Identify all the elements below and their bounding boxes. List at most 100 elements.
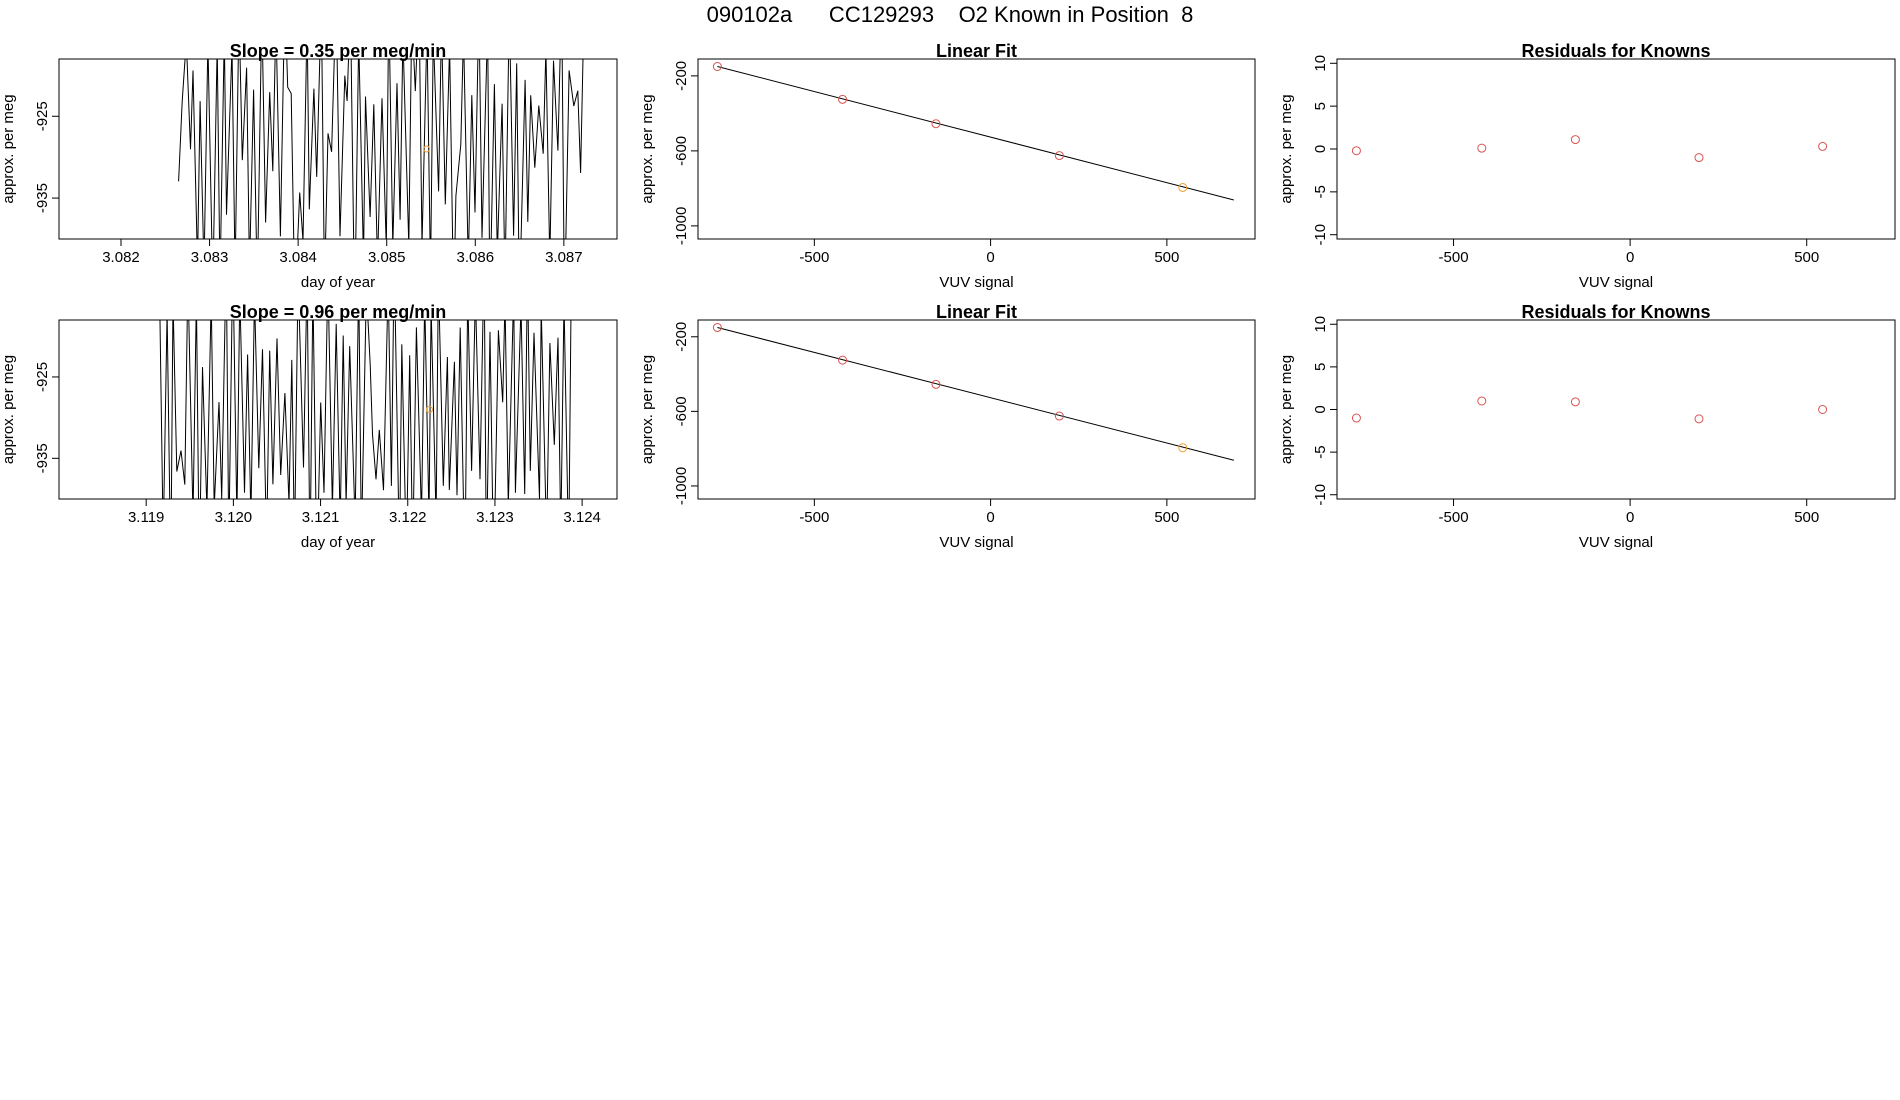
data-point [1570,135,1580,145]
data-point [1477,396,1487,406]
y-axis-label: approx. per meg [639,94,656,203]
x-tick-label: -500 [799,509,829,526]
x-tick-label: 500 [1154,509,1179,526]
plot-area [159,320,572,499]
data-point [838,94,848,104]
chart-title: Linear Fit [936,302,1017,322]
y-tick-label: -925 [34,362,51,392]
plot-frame [1336,319,1896,500]
data-point [838,355,848,365]
y-tick-label: 10 [1312,55,1329,72]
x-tick-label: 500 [1154,249,1179,266]
y-tick-label: -200 [673,61,690,91]
x-tick-label: 3.086 [457,249,495,266]
x-tick-label: 3.119 [128,509,164,526]
x-tick-label: 3.082 [102,249,140,266]
plot-frame [697,319,1256,500]
data-point [1694,414,1704,424]
y-tick-label: -600 [673,396,690,426]
data-point [1178,443,1188,453]
x-axis-label: VUV signal [939,274,1013,291]
plot-area [1351,135,1828,163]
y-tick-label: -935 [34,443,51,473]
y-tick-label: 0 [1312,405,1329,413]
data-point [712,322,722,332]
plot-frame [1336,58,1896,240]
y-tick-label: -10 [1312,224,1329,246]
data-point [1818,141,1828,151]
x-axis-label: day of year [301,534,375,551]
plot-frame [58,319,618,500]
y-tick-label: 5 [1312,102,1329,110]
x-tick-label: 3.123 [476,509,514,526]
data-point [1477,143,1487,153]
y-axis-label: approx. per meg [1278,94,1295,203]
plot-area [712,62,1234,201]
highlight-point [426,406,434,413]
data-point [1694,153,1704,163]
x-tick-label: 3.085 [368,249,406,266]
fit-line [717,66,1234,201]
x-tick-label: -500 [1439,509,1469,526]
chart-fit-row1: Linear Fit -500 0 500 VUV signal -200 -600 -100… [639,41,1256,291]
y-tick-label: -200 [673,322,690,352]
y-tick-label: -1000 [673,467,690,505]
chart-resid-row2: Residuals for Knowns -500 0 500 VUV signal 10… [1278,302,1896,551]
y-tick-label: -935 [34,183,51,213]
drift-trace [178,59,584,239]
y-tick-label: -10 [1312,484,1329,506]
y-axis-label: approx. per meg [639,355,656,464]
x-tick-label: -500 [1439,249,1469,266]
chart-resid-row1: Residuals for Knowns -500 0 500 VUV signal 10… [1278,41,1896,291]
y-tick-label: 0 [1312,145,1329,153]
x-tick-label: 3.083 [191,249,229,266]
plot-frame [697,58,1256,240]
chart-title: Residuals for Knowns [1521,41,1710,61]
x-axis-label: VUV signal [1579,274,1653,291]
x-tick-label: 3.121 [302,509,340,526]
x-tick-label: 3.120 [215,509,253,526]
x-tick-label: 0 [1626,249,1634,266]
x-tick-label: 3.122 [389,509,427,526]
chart-title: Slope = 0.35 per meg/min [230,41,447,61]
plot-area [712,322,1234,461]
chart-drift-row2: Slope = 0.96 per meg/min 3.119 3.120 3.121 3… [0,302,618,551]
x-tick-label: 3.084 [279,249,317,266]
y-axis-label: approx. per meg [1278,355,1295,464]
fit-line [717,326,1234,461]
chart-title: Residuals for Knowns [1521,302,1710,322]
y-tick-label: 10 [1312,316,1329,333]
chart-title: Linear Fit [936,41,1017,61]
data-point [712,62,722,71]
plot-area [1351,396,1828,424]
y-axis-label: approx. per meg [0,355,17,464]
y-tick-label: 5 [1312,363,1329,371]
x-tick-label: -500 [799,249,829,266]
chart-drift-row1: Slope = 0.35 per meg/min 3.082 3.083 3.084 3… [0,41,618,291]
y-axis-label: approx. per meg [0,94,17,203]
data-point [1570,397,1580,407]
chart-fit-row2: Linear Fit -500 0 500 VUV signal -200 -600 -100… [639,302,1256,551]
chart-title: Slope = 0.96 per meg/min [230,302,447,322]
x-tick-label: 0 [1626,509,1634,526]
y-tick-label: -5 [1312,185,1329,198]
x-tick-label: 0 [986,509,994,526]
y-tick-label: -5 [1312,445,1329,458]
plot-area [178,59,584,239]
y-tick-label: -600 [673,136,690,166]
x-tick-label: 3.124 [563,509,601,526]
highlight-point [423,145,431,153]
x-axis-label: VUV signal [1579,534,1653,551]
data-point [931,119,941,129]
x-axis-label: VUV signal [939,534,1013,551]
x-tick-label: 3.087 [545,249,583,266]
data-point [931,379,941,389]
data-point [1351,146,1361,156]
data-point [1178,182,1188,192]
data-point [1351,413,1361,423]
plot-frame [58,58,618,240]
drift-trace [159,320,572,499]
x-axis-label: day of year [301,274,375,291]
x-tick-label: 0 [986,249,994,266]
